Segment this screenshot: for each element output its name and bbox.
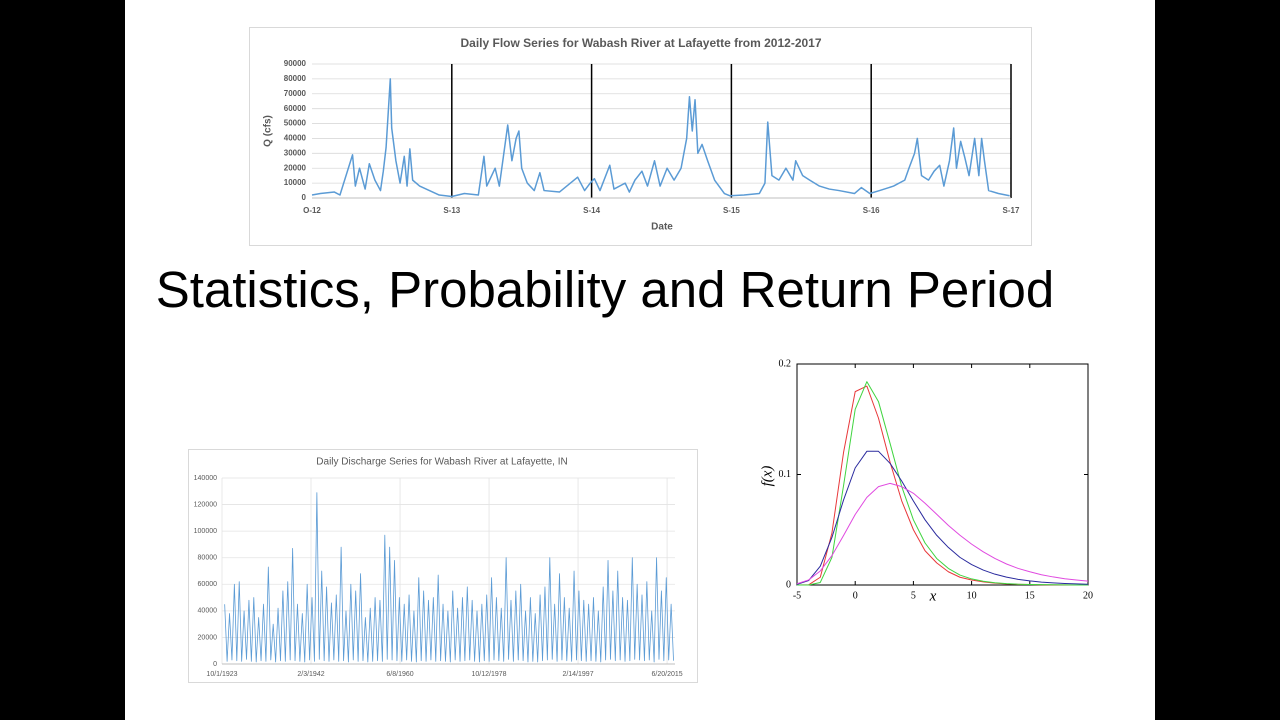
y-tick-label: 50000 [284, 119, 307, 128]
x-tick-label: 6/8/1960 [386, 671, 413, 678]
x-tick-label: -5 [793, 590, 801, 601]
x-tick-label: 15 [1025, 590, 1035, 601]
x-axis-label: Date [651, 222, 673, 233]
x-axis-label: x [929, 588, 937, 604]
x-tick-label: 0 [853, 590, 858, 601]
data-line [311, 78, 1010, 198]
y-tick-label: 120000 [194, 501, 217, 508]
y-tick-label: 0.1 [779, 469, 792, 480]
x-tick-label: S-13 [443, 206, 460, 215]
x-tick-label: 10/12/1978 [472, 671, 507, 678]
y-axis-label: Q (cfs) [263, 115, 274, 147]
x-tick-label: S-17 [1003, 206, 1020, 215]
y-tick-label: 40000 [198, 608, 218, 615]
data-line [796, 450, 1089, 585]
y-tick-label: 0 [302, 193, 307, 202]
y-tick-label: 70000 [284, 89, 307, 98]
x-tick-label: O-12 [303, 206, 321, 215]
data-line [797, 381, 1088, 586]
chart-title: Daily Discharge Series for Wabash River … [316, 457, 567, 468]
y-tick-label: 0 [786, 579, 791, 590]
y-tick-label: 60000 [284, 104, 307, 113]
y-tick-label: 60000 [198, 581, 218, 588]
y-tick-label: 0.2 [779, 358, 792, 369]
y-tick-label: 30000 [284, 148, 307, 157]
x-tick-label: 2/14/1997 [562, 671, 593, 678]
chart-frame [188, 449, 698, 683]
chart-title: Daily Flow Series for Wabash River at La… [460, 36, 821, 50]
x-tick-label: S-14 [583, 206, 600, 215]
x-tick-label: 10 [967, 590, 977, 601]
y-tick-label: 20000 [198, 634, 218, 641]
data-line [796, 482, 1089, 585]
data-line [224, 492, 674, 663]
x-tick-label: 10/1/1923 [206, 671, 237, 678]
x-tick-label: 5 [911, 590, 916, 601]
data-line [796, 385, 1088, 586]
x-tick-label: 2/3/1942 [297, 671, 324, 678]
y-tick-label: 80000 [198, 555, 218, 562]
y-tick-label: 0 [213, 661, 217, 668]
x-tick-label: 6/20/2015 [652, 671, 683, 678]
chart-frame [249, 27, 1032, 246]
x-tick-label: S-15 [723, 206, 740, 215]
y-tick-label: 140000 [194, 475, 217, 482]
y-tick-label: 20000 [284, 163, 307, 172]
y-tick-label: 80000 [284, 74, 307, 83]
slide-title: Statistics, Probability and Return Perio… [155, 261, 1055, 318]
y-axis-label: f(x) [759, 466, 775, 487]
y-tick-label: 10000 [284, 178, 307, 187]
x-tick-label: 20 [1083, 590, 1093, 601]
y-tick-label: 100000 [194, 528, 217, 535]
y-tick-label: 90000 [284, 59, 307, 68]
x-tick-label: S-16 [863, 206, 880, 215]
y-tick-label: 40000 [284, 134, 307, 143]
